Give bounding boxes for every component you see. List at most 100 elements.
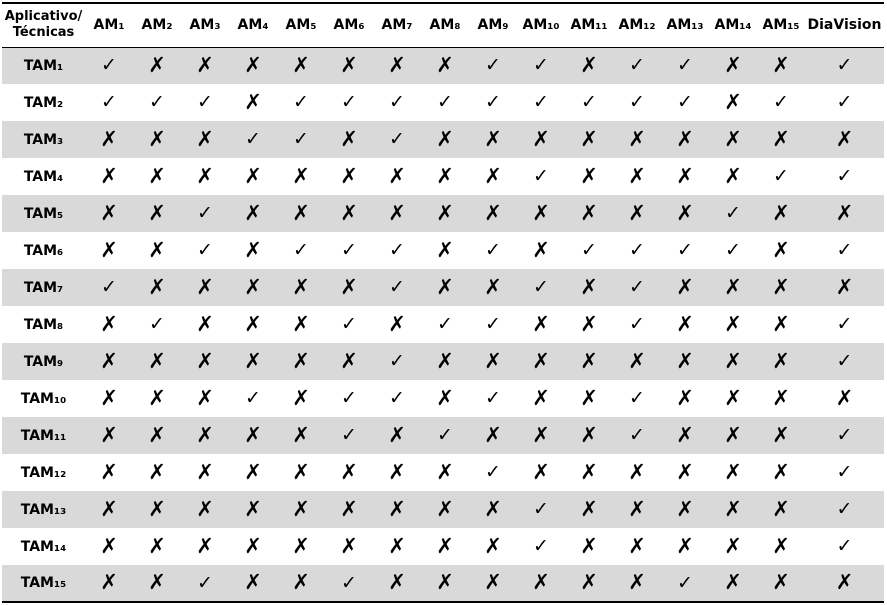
check-mark-icon: ✓ bbox=[629, 313, 645, 335]
cross-mark-icon: ✗ bbox=[580, 422, 598, 447]
table-cell: ✗ bbox=[181, 269, 229, 306]
table-cell: ✗ bbox=[277, 380, 325, 417]
cross-mark-icon: ✗ bbox=[244, 348, 262, 373]
check-mark-icon: ✓ bbox=[341, 571, 357, 594]
cross-mark-icon: ✗ bbox=[835, 385, 854, 410]
table-cell: ✓ bbox=[229, 121, 277, 158]
cross-mark-icon: ✗ bbox=[532, 126, 550, 151]
cross-mark-icon: ✗ bbox=[196, 163, 214, 188]
cross-mark-icon: ✗ bbox=[340, 459, 358, 484]
cross-mark-icon: ✗ bbox=[580, 496, 598, 521]
table-cell: ✗ bbox=[85, 158, 133, 195]
table-cell: ✗ bbox=[181, 47, 229, 84]
table-cell: ✗ bbox=[85, 417, 133, 454]
table-cell: ✗ bbox=[277, 306, 325, 343]
cross-mark-icon: ✗ bbox=[196, 496, 214, 521]
table-cell: ✗ bbox=[229, 306, 277, 343]
table-cell: ✗ bbox=[133, 269, 181, 306]
table-cell: ✗ bbox=[565, 528, 613, 565]
cross-mark-icon: ✗ bbox=[244, 163, 262, 188]
table-cell: ✓ bbox=[373, 380, 421, 417]
table-cell: ✓ bbox=[517, 269, 565, 306]
cross-mark-icon: ✗ bbox=[100, 496, 118, 521]
cross-mark-icon: ✗ bbox=[388, 311, 406, 336]
cross-mark-icon: ✗ bbox=[772, 52, 790, 77]
check-mark-icon: ✓ bbox=[533, 91, 549, 113]
table-cell: ✓ bbox=[613, 380, 661, 417]
column-header: AM₃ bbox=[181, 2, 229, 48]
cross-mark-icon: ✗ bbox=[148, 52, 166, 77]
corner-header-line-1: Aplicativo/ bbox=[4, 9, 83, 25]
check-mark-icon: ✓ bbox=[836, 91, 853, 113]
table-cell: ✗ bbox=[565, 158, 613, 195]
cross-mark-icon: ✗ bbox=[580, 570, 598, 594]
cross-mark-icon: ✗ bbox=[436, 126, 454, 151]
table-cell: ✗ bbox=[613, 528, 661, 565]
row-header: TAM₆ bbox=[23, 242, 64, 259]
cross-mark-icon: ✗ bbox=[724, 459, 742, 484]
cross-mark-icon: ✗ bbox=[196, 274, 214, 299]
column-header: AM₉ bbox=[469, 2, 517, 48]
table-cell: ✗ bbox=[661, 121, 709, 158]
table-cell: ✗ bbox=[661, 380, 709, 417]
cross-mark-icon: ✗ bbox=[292, 422, 310, 447]
table-cell: ✗ bbox=[229, 269, 277, 306]
table-cell: ✗ bbox=[757, 306, 805, 343]
table-cell: ✗ bbox=[565, 454, 613, 491]
table-cell: ✓ bbox=[85, 84, 133, 121]
table-cell: ✗ bbox=[517, 565, 565, 603]
row-header: TAM₁₅ bbox=[2, 565, 85, 603]
table-cell: ✓ bbox=[805, 454, 884, 491]
table-cell: ✗ bbox=[709, 565, 757, 603]
cross-mark-icon: ✗ bbox=[484, 570, 502, 594]
column-header: AM₁₂ bbox=[613, 2, 661, 48]
table-cell: ✗ bbox=[613, 491, 661, 528]
check-mark-icon: ✓ bbox=[485, 313, 501, 335]
check-mark-icon: ✓ bbox=[581, 91, 597, 113]
table-cell: ✗ bbox=[277, 195, 325, 232]
cross-mark-icon: ✗ bbox=[148, 459, 166, 484]
cross-mark-icon: ✗ bbox=[436, 237, 454, 262]
cross-mark-icon: ✗ bbox=[100, 311, 118, 336]
row-header: TAM₈ bbox=[23, 316, 64, 333]
cross-mark-icon: ✗ bbox=[772, 422, 790, 447]
table-cell: ✗ bbox=[565, 565, 613, 603]
table-cell: ✗ bbox=[85, 195, 133, 232]
cross-mark-icon: ✗ bbox=[100, 385, 118, 410]
table-cell: ✗ bbox=[757, 491, 805, 528]
cross-mark-icon: ✗ bbox=[292, 570, 310, 594]
cross-mark-icon: ✗ bbox=[628, 496, 646, 521]
cross-mark-icon: ✗ bbox=[772, 126, 790, 151]
cross-mark-icon: ✗ bbox=[628, 200, 646, 225]
cross-mark-icon: ✗ bbox=[196, 422, 214, 447]
table-cell: ✗ bbox=[181, 121, 229, 158]
check-mark-icon: ✓ bbox=[341, 387, 357, 409]
cross-mark-icon: ✗ bbox=[100, 126, 118, 151]
table-cell: ✓ bbox=[421, 306, 469, 343]
table-cell: ✓ bbox=[565, 84, 613, 121]
table-cell: ✓ bbox=[805, 417, 884, 454]
table-cell: ✗ bbox=[613, 158, 661, 195]
table-cell: ✓ bbox=[325, 306, 373, 343]
table-cell: ✓ bbox=[229, 380, 277, 417]
table-cell: ✗ bbox=[517, 417, 565, 454]
table-cell: ✗ bbox=[277, 269, 325, 306]
table-cell: ✓ bbox=[613, 306, 661, 343]
table-cell: ✗ bbox=[421, 232, 469, 269]
table-cell: ✗ bbox=[709, 343, 757, 380]
table-cell: ✓ bbox=[565, 232, 613, 269]
row-header: TAM₄ bbox=[23, 168, 64, 185]
table-cell: ✓ bbox=[181, 84, 229, 121]
table-cell: ✗ bbox=[277, 343, 325, 380]
table-cell: ✗ bbox=[757, 565, 805, 603]
table-cell: ✗ bbox=[421, 454, 469, 491]
table-cell: ✓ bbox=[661, 47, 709, 84]
cross-mark-icon: ✗ bbox=[676, 459, 694, 484]
table-cell: ✗ bbox=[85, 565, 133, 603]
table-cell: ✗ bbox=[277, 47, 325, 84]
check-mark-icon: ✓ bbox=[485, 461, 501, 483]
table-cell: ✗ bbox=[229, 158, 277, 195]
check-mark-icon: ✓ bbox=[836, 498, 853, 520]
cross-mark-icon: ✗ bbox=[724, 422, 742, 447]
